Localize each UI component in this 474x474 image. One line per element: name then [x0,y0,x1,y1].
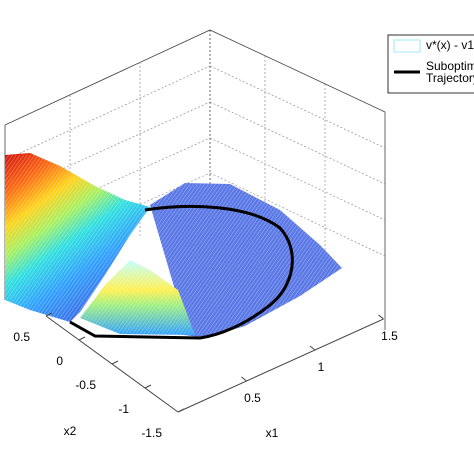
y-tick-label: 0.5 [13,330,30,344]
y-tick [45,312,53,317]
y-tick [144,384,152,389]
trajectory [69,204,294,340]
legend: v*(x) - v10 SuboptimalTrajectory [387,34,474,94]
x-tick-label: 0.5 [244,391,261,405]
x-axis-label: x1 [266,426,279,440]
box-edge [4,29,386,330]
y-tick [177,408,185,413]
x-tick [378,314,384,320]
x-tick [309,345,316,351]
legend-label: SuboptimalTrajectory [426,59,474,85]
axes: 0.5 1 1.5 -1.5 -1 -0.5 0 0.5 x1 x2 [13,312,398,440]
surface-mesh [5,155,342,340]
y-tick-label: -1 [118,402,129,416]
legend-swatch [393,39,421,53]
y-tick [78,336,86,341]
y-tick-label: -1.5 [141,426,162,440]
x-tick [241,376,247,382]
y-tick-label: 0 [56,354,63,368]
x-tick-label: 1.5 [381,329,398,343]
y-axis-label: x2 [64,424,77,438]
x-tick-label: 1 [318,360,325,374]
x-axis [177,318,384,413]
legend-label: v*(x) - v10 [426,38,474,52]
y-tick [111,360,119,365]
surface [5,153,342,340]
y-tick-label: -0.5 [75,378,96,392]
